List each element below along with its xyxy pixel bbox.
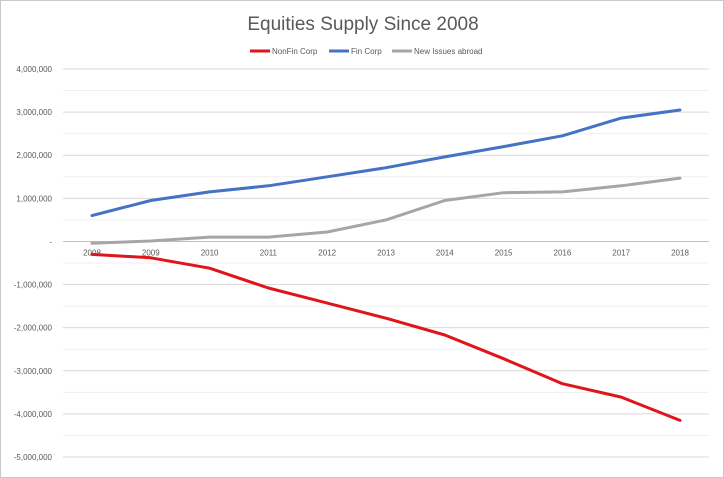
series-line-new-issues-abroad	[90, 176, 682, 245]
x-tick-label: 2011	[260, 248, 278, 257]
x-tick-label: 2018	[671, 248, 689, 257]
gridlines	[63, 68, 709, 458]
series-line-fin-corp	[90, 108, 682, 218]
chart-legend: NonFin Corp Fin Corp New Issues abroad	[250, 47, 482, 56]
y-tick-label: -3,000,000	[14, 367, 53, 376]
y-tick-label: -5,000,000	[14, 453, 53, 462]
x-tick-label: 2015	[495, 248, 513, 257]
x-tick-label: 2010	[201, 248, 219, 257]
series-lines	[90, 108, 682, 422]
y-tick-label: 2,000,000	[16, 151, 52, 160]
y-tick-label: 3,000,000	[16, 108, 52, 117]
y-tick-label: -2,000,000	[14, 324, 53, 333]
y-tick-label: 4,000,000	[16, 65, 52, 74]
y-tick-label: -1,000,000	[14, 281, 53, 290]
series-line-nonfin-corp	[90, 252, 682, 422]
legend-label: Fin Corp	[351, 47, 382, 56]
legend-label: NonFin Corp	[272, 47, 318, 56]
y-tick-label: -4,000,000	[14, 410, 53, 419]
x-tick-label: 2017	[612, 248, 630, 257]
x-tick-label: 2016	[554, 248, 572, 257]
x-tick-label: 2014	[436, 248, 454, 257]
chart-title: Equities Supply Since 2008	[247, 14, 478, 35]
x-tick-label: 2012	[318, 248, 336, 257]
y-tick-label: -	[49, 237, 52, 246]
x-tick-label: 2009	[142, 248, 160, 257]
y-tick-label: 1,000,000	[16, 194, 52, 203]
y-axis: 4,000,000 3,000,000 2,000,000 1,000,000 - -1,…	[14, 65, 53, 462]
x-tick-label: 2013	[377, 248, 395, 257]
legend-label: New Issues abroad	[414, 47, 482, 56]
x-axis: 2008 2009 2010 2011 2012 2013 2014 2015 2016 2017…	[83, 248, 689, 257]
